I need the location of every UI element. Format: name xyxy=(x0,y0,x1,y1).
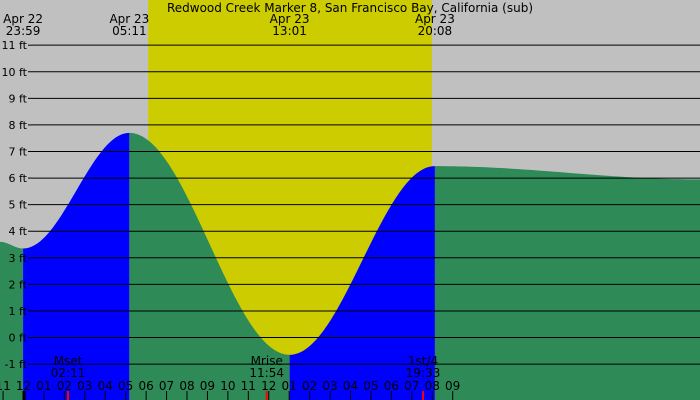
extreme-time: 20:08 xyxy=(418,24,453,38)
extreme-time: 13:01 xyxy=(272,24,307,38)
x-tick-label: 07 xyxy=(159,379,174,393)
moon-event-time: 11:54 xyxy=(249,366,284,380)
midnight-tick xyxy=(22,391,26,400)
x-tick-label: 08 xyxy=(425,379,440,393)
y-tick-label: 3 ft xyxy=(9,252,28,265)
x-tick-label: 09 xyxy=(445,379,460,393)
y-axis-labels: 11 ft 10 ft 9 ft 8 ft 7 ft 6 ft 5 ft 4 ft 3 ft 2 … xyxy=(2,39,33,371)
x-tick-label: 05 xyxy=(118,379,133,393)
ebb-area xyxy=(434,166,700,400)
x-tick-label: 02 xyxy=(57,379,72,393)
x-tick-label: 04 xyxy=(98,379,113,393)
extreme-time: 05:11 xyxy=(112,24,147,38)
extreme-time: 23:59 xyxy=(6,24,41,38)
y-tick-label: 11 ft xyxy=(2,39,28,52)
moon-event-name: Mrise xyxy=(251,354,283,368)
y-tick-label: -1 ft xyxy=(5,358,28,371)
x-tick-label: 06 xyxy=(138,379,153,393)
tide-areas xyxy=(0,132,700,400)
y-tick-label: 8 ft xyxy=(9,119,28,132)
gridlines xyxy=(33,44,700,365)
extreme-date: Apr 23 xyxy=(415,12,455,26)
x-tick-label: 10 xyxy=(220,379,235,393)
ebb-area xyxy=(0,241,24,400)
y-tick-label: 0 ft xyxy=(9,332,28,345)
x-tick-label: 11 xyxy=(0,379,11,393)
moon-event-name: Mset xyxy=(54,354,83,368)
flood-area xyxy=(23,132,130,400)
x-tick-label: 01 xyxy=(282,379,297,393)
x-tick-label: 02 xyxy=(302,379,317,393)
y-tick-label: 10 ft xyxy=(2,66,28,79)
ebb-area xyxy=(129,132,290,400)
x-tick-label: 06 xyxy=(384,379,399,393)
y-tick-label: 2 ft xyxy=(9,278,28,291)
x-tick-label: 08 xyxy=(179,379,194,393)
flood-area xyxy=(289,166,435,400)
x-tick-label: 11 xyxy=(241,379,256,393)
moon-event-time: 02:11 xyxy=(51,366,86,380)
moon-event-time: 19:33 xyxy=(406,366,441,380)
chart-title: Redwood Creek Marker 8, San Francisco Ba… xyxy=(167,1,533,15)
x-tick-label: 12 xyxy=(16,379,31,393)
extreme-date: Apr 23 xyxy=(270,12,310,26)
x-tick-label: 09 xyxy=(200,379,215,393)
y-tick-label: 6 ft xyxy=(9,172,28,185)
y-tick-label: 4 ft xyxy=(9,225,28,238)
x-tick-label: 07 xyxy=(404,379,419,393)
x-tick-label: 03 xyxy=(322,379,337,393)
y-tick-label: 7 ft xyxy=(9,145,28,158)
x-tick-label: 04 xyxy=(343,379,358,393)
moon-event-name: 1st/4 xyxy=(408,354,438,368)
x-axis: 11 12 01 02 03 04 05 06 07 08 09 10 11 12 01 02 03 04 05 06… xyxy=(0,379,460,400)
y-tick-label: 1 ft xyxy=(9,305,28,318)
y-tick-label: 5 ft xyxy=(9,199,28,212)
x-tick-label: 12 xyxy=(261,379,276,393)
extreme-date: Apr 23 xyxy=(109,12,149,26)
x-tick-label: 05 xyxy=(363,379,378,393)
y-tick-label: 9 ft xyxy=(9,92,28,105)
x-tick-label: 03 xyxy=(77,379,92,393)
extreme-date: Apr 22 xyxy=(3,12,43,26)
x-tick-label: 01 xyxy=(36,379,51,393)
